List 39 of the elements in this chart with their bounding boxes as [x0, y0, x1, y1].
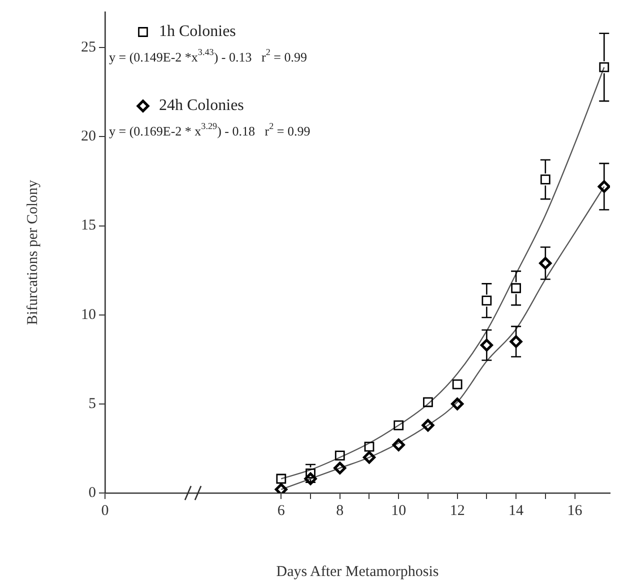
x-axis-title: Days After Metamorphosis: [276, 564, 439, 580]
y-axis-title: Bifurcations per Colony: [24, 180, 41, 325]
x-tick-label: 0: [101, 502, 109, 519]
point: [480, 338, 493, 352]
point: [334, 450, 345, 461]
point: [599, 62, 610, 72]
point: [423, 397, 433, 408]
x-tick-label: 14: [508, 502, 524, 519]
y-tick-label: 10: [81, 306, 96, 323]
y-tick-label: 5: [88, 396, 96, 412]
point: [394, 420, 404, 430]
legend-label: 1h Colonies: [159, 23, 236, 40]
point: [274, 483, 288, 493]
point: [334, 462, 346, 474]
point: [510, 335, 522, 348]
y-tick-label: 15: [81, 218, 96, 234]
point: [422, 419, 434, 432]
point: [362, 451, 376, 464]
x-tick-label: 12: [450, 502, 465, 519]
point: [392, 438, 405, 452]
point: [598, 180, 610, 193]
legend-label: 24h Colonies: [159, 97, 244, 114]
x-tick-label: 8: [336, 502, 344, 519]
point: [539, 256, 552, 270]
point: [304, 472, 317, 486]
x-tick-label: 6: [277, 502, 286, 519]
y-tick-label: 0: [88, 484, 96, 501]
x-tick-label: 10: [391, 502, 406, 519]
point: [511, 283, 521, 294]
point: [452, 379, 462, 390]
point: [451, 398, 464, 410]
point: [306, 468, 316, 478]
point: [540, 174, 550, 184]
y-tick-label: 20: [81, 128, 96, 145]
y-tick-label: 25: [81, 40, 96, 56]
point: [276, 474, 286, 484]
x-tick-label: 16: [567, 502, 583, 519]
point: [482, 296, 492, 306]
point: [364, 442, 374, 452]
